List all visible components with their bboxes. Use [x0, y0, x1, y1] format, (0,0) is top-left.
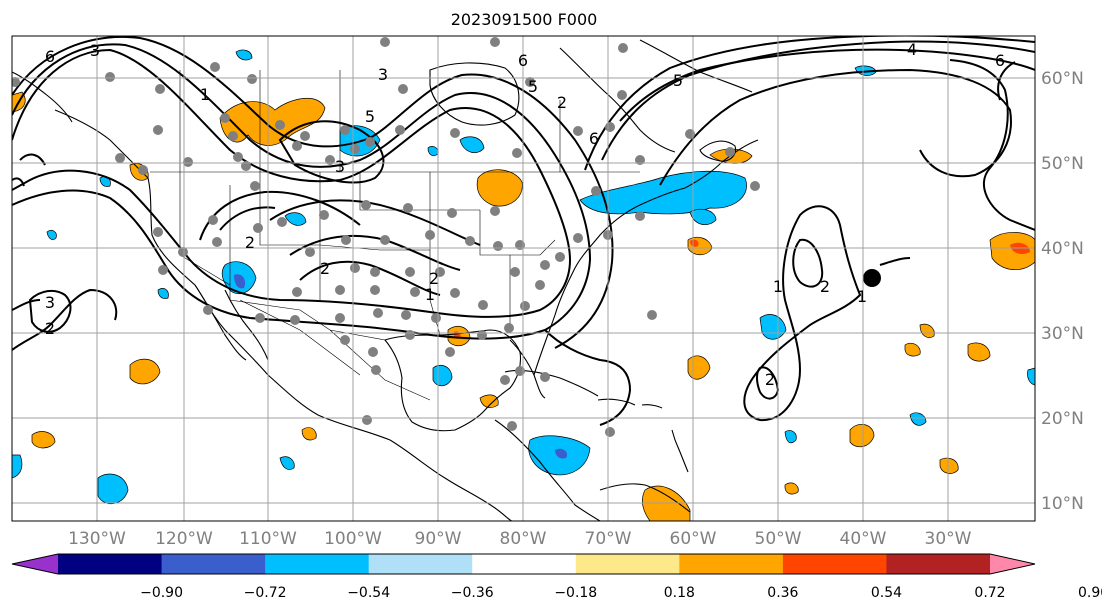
- colorbar-tick-label: 0.36: [767, 585, 798, 601]
- colorbar-outline: [11, 553, 1036, 575]
- longitude-label: 30°W: [925, 529, 972, 549]
- colorbar-segment: [575, 554, 680, 574]
- contour-label: 6: [518, 51, 528, 70]
- colorbar-extend-min: [12, 554, 58, 574]
- colorbar-ticks: −0.90 −0.72 −0.54 −0.36 −0.18 0.18 0.36 …: [140, 585, 1102, 601]
- longitude-label: 40°W: [840, 529, 887, 549]
- contour-label: 1: [773, 277, 783, 296]
- colorbar-extend-max: [990, 554, 1035, 574]
- longitude-label: 130°W: [68, 529, 126, 549]
- contour-label: 2: [320, 259, 330, 278]
- contour-label: 4: [907, 40, 917, 59]
- contour-label: 3: [335, 157, 345, 176]
- contour-label: 5: [528, 77, 538, 96]
- strong-negative-areas: [234, 274, 568, 459]
- colorbar-tick-label: −0.18: [554, 585, 597, 601]
- map-frame: [11, 35, 1036, 522]
- colorbar-segment: [265, 554, 370, 574]
- contour-label: 5: [365, 107, 375, 126]
- longitude-label: 100°W: [324, 529, 382, 549]
- latitude-label: 60°N: [1041, 69, 1084, 89]
- colorbar-segment: [368, 554, 473, 574]
- colorbar-tick-label: 0.72: [974, 585, 1005, 601]
- contour-label: 3: [378, 65, 388, 84]
- station-dots: [12, 37, 760, 437]
- longitude-label: 50°W: [755, 529, 802, 549]
- colorbar-segment: [782, 554, 887, 574]
- colorbar-segment: [161, 554, 266, 574]
- contour-label: 3: [90, 41, 100, 60]
- colorbar: [11, 553, 1036, 575]
- map-title: 2023091500 F000: [450, 10, 598, 29]
- colorbar-tick-label: 0.18: [664, 585, 695, 601]
- graticule: [12, 36, 1035, 521]
- political-borders: [150, 70, 640, 401]
- longitude-label: 70°W: [585, 529, 632, 549]
- longitude-label: 80°W: [500, 529, 547, 549]
- coastlines: [12, 39, 759, 521]
- contour-label-group: 6 3 1 3 5 6 2 5 6 4 6 5 2 3 2 1 2 1 2 2 …: [45, 40, 1005, 389]
- contour-label: 1: [200, 85, 210, 104]
- contour-label: 5: [673, 71, 683, 90]
- colorbar-tick-label: −0.72: [244, 585, 287, 601]
- contour-label: 2: [765, 370, 775, 389]
- contour-label: 1: [425, 285, 435, 304]
- contour-label: 2: [429, 269, 439, 288]
- colorbar-tick-label: 0.90: [1078, 585, 1102, 601]
- contour-label: 2: [557, 93, 567, 112]
- colorbar-tick-label: 0.54: [871, 585, 902, 601]
- positive-anomaly-areas: [12, 91, 1035, 521]
- latitude-axis: 60°N 50°N 40°N 30°N 20°N 10°N: [1041, 69, 1084, 514]
- latitude-label: 50°N: [1041, 154, 1084, 174]
- colorbar-tick-label: −0.36: [451, 585, 494, 601]
- contour-label: 6: [45, 47, 55, 66]
- latitude-label: 40°N: [1041, 239, 1084, 259]
- colorbar-segment: [472, 554, 577, 574]
- latitude-label: 10°N: [1041, 494, 1084, 514]
- position-marker: [863, 269, 881, 287]
- contour-label: 6: [589, 129, 599, 148]
- contour-label: 3: [45, 293, 55, 312]
- longitude-label: 60°W: [670, 529, 717, 549]
- colorbar-segment: [886, 554, 991, 574]
- colorbar-tick-label: −0.90: [140, 585, 183, 601]
- latitude-label: 20°N: [1041, 409, 1084, 429]
- contour-label: 6: [995, 51, 1005, 70]
- contour-label: 1: [857, 287, 867, 306]
- contour-label: 2: [245, 233, 255, 252]
- longitude-label: 90°W: [415, 529, 462, 549]
- negative-anomaly-areas: [12, 49, 1035, 504]
- contour-label: 2: [820, 277, 830, 296]
- contour-lines: [12, 36, 1035, 426]
- colorbar-segment: [58, 554, 163, 574]
- longitude-label: 110°W: [239, 529, 297, 549]
- colorbar-tick-label: −0.54: [347, 585, 390, 601]
- latitude-label: 30°N: [1041, 324, 1084, 344]
- contour-label: 2: [45, 319, 55, 338]
- longitude-label: 120°W: [155, 529, 213, 549]
- colorbar-segment: [679, 554, 784, 574]
- longitude-axis: 130°W 120°W 110°W 100°W 90°W 80°W 70°W 6…: [68, 529, 972, 549]
